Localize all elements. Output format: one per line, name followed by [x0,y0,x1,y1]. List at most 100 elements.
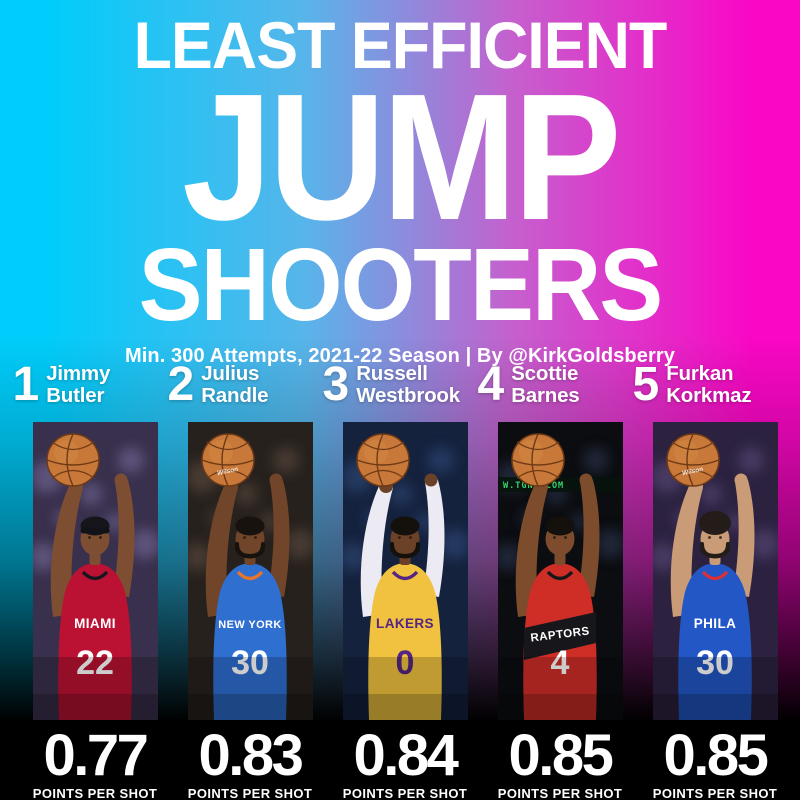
player-hand-right [269,473,282,487]
jersey-number: 22 [76,644,114,682]
player-arm-right [422,476,444,597]
player-jersey [212,563,287,720]
player-hand-right [424,473,437,487]
player-arm-left [360,480,393,617]
player-beard [699,542,730,559]
basketball-icon [665,433,720,487]
ball-brand-text: Wilson [681,466,703,477]
player-last-name: Westbrook [356,383,460,407]
basketball-icon [200,433,255,487]
jersey-neckline [546,570,573,581]
player-first-name: Russell [356,362,428,385]
player-rank: 5 [632,358,660,411]
player-column-4: 4 Scottie Barnes W.TGNA.COMRAPTORS4 0.85… [478,360,633,800]
stat-value: 0.85 [508,723,614,788]
jersey-chevron [523,612,596,660]
player-arm-left [50,480,83,617]
stat-label: POINTS PER SHOT [32,786,158,800]
player-neck [554,552,565,565]
player-rank: 4 [477,358,505,411]
basketball-icon [45,433,100,487]
player-label: 5 Furkan Korkmaz [633,360,788,422]
player-last-name: Barnes [511,383,580,407]
photo-vignette [187,657,313,720]
player-arm-right [732,476,754,597]
stat-block: 0.77 POINTS PER SHOT [33,720,158,800]
player-photo: Wilson NEW YORK 30 [187,422,313,720]
player-eye [87,536,91,539]
stat-block: 0.83 POINTS PER SHOT [188,720,313,800]
player-photo: MIAMI 22 [32,422,158,720]
player-last-name: Butler [46,383,105,407]
player-column-3: 3 Russell Westbrook LAKERS 0 0.84 POINTS … [323,360,478,800]
crowd-background [187,447,313,571]
player-label: 2 Julius Randle [168,360,323,422]
jersey-text: NEW YORK [218,619,282,631]
player-photo: LAKERS 0 [342,422,468,720]
player-name: Scottie Barnes [511,362,580,407]
title-line-3: SHOOTERS [138,227,664,343]
photo-vignette [342,694,468,720]
player-first-name: Scottie [511,362,579,385]
photo-vignette [497,657,623,720]
player-arm-left [515,480,548,617]
ball-brand-text: Wilson [216,466,238,477]
player-photo: W.TGNA.COMRAPTORS4 [497,422,623,720]
stat-label: POINTS PER SHOT [187,786,313,800]
player-first-name: Furkan [666,362,734,385]
stat-label: POINTS PER SHOT [342,786,468,800]
stat-label: POINTS PER SHOT [652,786,778,800]
crowd-background [342,447,468,571]
player-first-name: Jimmy [46,362,111,385]
stat-value: 0.85 [663,723,769,788]
stat-block: 0.84 POINTS PER SHOT [343,720,468,800]
jersey-number: 4 [550,644,569,682]
player-hand-right [734,473,747,487]
player-name: Russell Westbrook [356,363,460,406]
player-arm-left [205,480,238,617]
photo-vignette [342,657,468,720]
player-headband [80,527,109,534]
photo-vignette [652,694,778,720]
player-label: 3 Russell Westbrook [323,360,478,422]
player-last-name: Korkmaz [666,383,752,407]
player-beard [234,542,265,559]
player-column-5: 5 Furkan Korkmaz Wilson PHILA 30 0.85 POIN… [633,360,788,800]
player-neck [89,552,100,565]
player-eye [563,536,567,539]
player-rank: 1 [12,358,40,411]
subtitle: Min. 300 Attempts, 2021-22 Season | By @… [125,344,675,367]
player-eye [253,536,257,539]
title-line-1: LEAST EFFICIENT [133,8,668,82]
players-row: 1 Jimmy Butler MIAMI 22 0.77 POINTS PER S… [0,360,800,800]
player-photo: Wilson PHILA 30 [652,422,778,720]
photo-vignette [32,657,158,720]
photo-vignette [187,694,313,720]
player-hair [235,516,264,536]
player-eye [707,536,711,539]
player-hair [545,516,574,536]
basketball-icon [355,433,410,487]
player-jersey [677,563,752,720]
player-first-name: Julius [201,362,260,385]
player-eye [242,536,246,539]
jersey-neckline [701,570,728,581]
player-rank: 2 [167,358,195,411]
player-jersey [57,563,132,720]
player-hand-right [579,473,592,487]
player-column-1: 1 Jimmy Butler MIAMI 22 0.77 POINTS PER S… [13,360,168,800]
jersey-text: PHILA [693,616,736,631]
player-label: 1 Jimmy Butler [13,360,168,422]
player-illustration: LAKERS 0 [342,422,468,720]
player-last-name: Randle [201,383,269,407]
player-arm-right [267,476,289,597]
player-eye [98,536,102,539]
player-hair [698,511,731,535]
jersey-text: LAKERS [376,616,434,631]
jersey-number: 0 [395,644,414,682]
player-eye [718,536,722,539]
jersey-number: 30 [696,644,734,682]
player-eye [397,536,401,539]
player-hair [390,516,419,536]
